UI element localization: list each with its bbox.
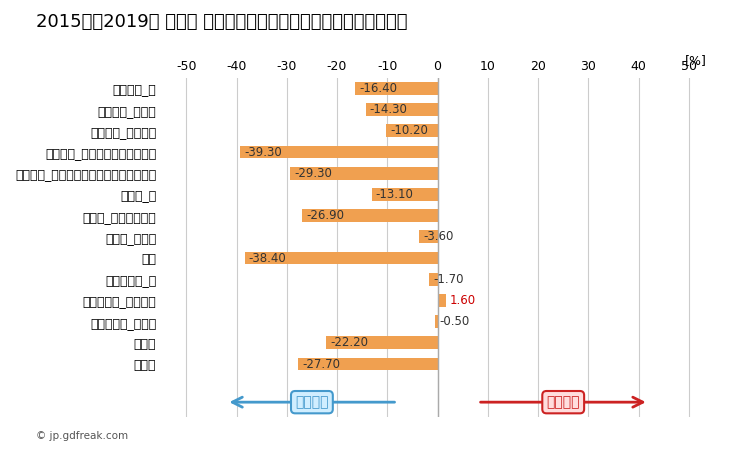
- Text: 1.60: 1.60: [450, 294, 476, 307]
- Text: 高リスク: 高リスク: [547, 395, 580, 409]
- Text: [%]: [%]: [685, 54, 707, 67]
- Text: -22.20: -22.20: [330, 336, 368, 349]
- Text: © jp.gdfreak.com: © jp.gdfreak.com: [36, 431, 128, 441]
- Text: -26.90: -26.90: [306, 209, 344, 222]
- Text: -3.60: -3.60: [424, 230, 454, 243]
- Text: 低リスク: 低リスク: [295, 395, 329, 409]
- Bar: [355, 82, 437, 95]
- Text: -29.30: -29.30: [295, 167, 332, 180]
- Bar: [419, 230, 437, 243]
- Text: -16.40: -16.40: [359, 82, 397, 95]
- Text: -10.20: -10.20: [390, 124, 428, 137]
- Bar: [366, 104, 437, 116]
- Text: -27.70: -27.70: [303, 357, 340, 370]
- Bar: [386, 125, 437, 137]
- Bar: [326, 337, 437, 349]
- Text: 2015年〜2019年 中川村 女性の全国と比べた死因別死亡リスク格差: 2015年〜2019年 中川村 女性の全国と比べた死因別死亡リスク格差: [36, 14, 408, 32]
- Text: -39.30: -39.30: [244, 145, 282, 158]
- Bar: [429, 273, 437, 286]
- Bar: [290, 167, 437, 180]
- Text: -14.30: -14.30: [370, 103, 408, 116]
- Bar: [372, 188, 437, 201]
- Text: -13.10: -13.10: [375, 188, 413, 201]
- Text: -38.40: -38.40: [249, 252, 286, 265]
- Bar: [240, 146, 437, 158]
- Bar: [298, 358, 437, 370]
- Bar: [303, 209, 437, 222]
- Bar: [435, 315, 437, 328]
- Text: -0.50: -0.50: [439, 315, 469, 328]
- Text: -1.70: -1.70: [433, 273, 464, 286]
- Bar: [244, 252, 437, 265]
- Bar: [437, 294, 445, 307]
